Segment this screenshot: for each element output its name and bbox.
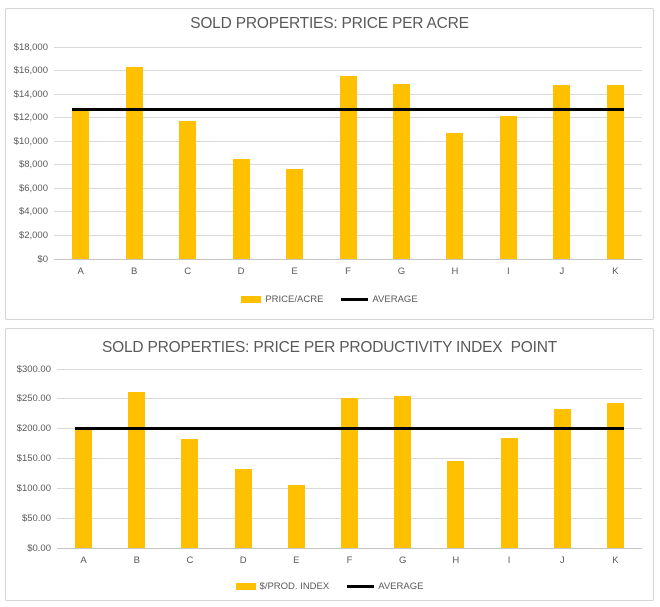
y-axis-tick-label: $18,000 xyxy=(13,41,48,53)
bar-F[interactable] xyxy=(341,397,358,548)
x-axis-label-E: E xyxy=(291,266,298,277)
y-axis-tick-label: $6,000 xyxy=(18,182,48,194)
legend-bar-swatch-icon xyxy=(241,295,262,303)
bar-C[interactable] xyxy=(181,439,199,548)
bar-K[interactable] xyxy=(606,403,624,548)
bar-E[interactable] xyxy=(287,484,305,548)
x-axis-label-E: E xyxy=(293,555,300,566)
x-axis-label-A: A xyxy=(80,555,87,566)
legend-label: $/PROD. INDEX xyxy=(259,580,330,592)
bar-G[interactable] xyxy=(394,396,412,548)
bar-I[interactable] xyxy=(500,437,518,548)
x-axis-label-J: J xyxy=(559,555,565,566)
bar-H[interactable] xyxy=(446,132,464,259)
x-axis-baseline xyxy=(54,258,642,260)
x-axis-label-I: I xyxy=(507,555,511,566)
y-axis-tick-label: $10,000 xyxy=(13,135,48,147)
y-axis-tick-label: $8,000 xyxy=(18,159,48,171)
legend-label: AVERAGE xyxy=(378,580,424,592)
y-axis-tick-label: $0.00 xyxy=(27,542,51,554)
y-axis-tick-label: $4,000 xyxy=(18,206,48,218)
bar-E[interactable] xyxy=(286,169,304,259)
bar-D[interactable] xyxy=(232,158,250,259)
y-axis-tick-label: $2,000 xyxy=(18,229,48,241)
bar-J[interactable] xyxy=(553,84,571,259)
legend-label: PRICE/ACRE xyxy=(265,293,324,305)
x-axis-label-K: K xyxy=(612,555,619,566)
y-axis-tick-label: $150.00 xyxy=(16,453,51,464)
bar-G[interactable] xyxy=(392,83,410,259)
x-axis-label-C: C xyxy=(186,555,194,566)
legend-item-bar-series[interactable]: $/PROD. INDEX xyxy=(235,580,330,592)
legend-line-swatch-icon xyxy=(347,584,375,588)
bar-A[interactable] xyxy=(72,110,90,259)
y-axis-tick-label: $12,000 xyxy=(13,112,48,124)
y-axis-tick-label: $200.00 xyxy=(16,423,51,435)
x-axis-label-F: F xyxy=(346,555,353,566)
x-axis-label-F: F xyxy=(345,266,351,277)
bar-A[interactable] xyxy=(75,426,93,548)
gridline xyxy=(54,46,642,48)
gridline xyxy=(57,368,642,370)
x-axis-label-B: B xyxy=(133,555,140,566)
legend-line-swatch-icon xyxy=(341,297,369,301)
gridline xyxy=(54,70,642,72)
legend-label: AVERAGE xyxy=(372,293,418,305)
legend-bar-swatch-icon xyxy=(235,582,256,590)
bar-I[interactable] xyxy=(499,116,517,259)
bar-K[interactable] xyxy=(606,84,624,259)
x-axis-label-K: K xyxy=(612,266,619,277)
y-axis-tick-label: $300.00 xyxy=(16,363,51,375)
x-axis-label-G: G xyxy=(398,555,407,566)
x-axis-label-H: H xyxy=(452,555,460,566)
y-axis-tick-label: $14,000 xyxy=(13,88,48,100)
chart-price-per-productivity-index[interactable]: SOLD PROPERTIES: PRICE PER PRODUCTIVITY … xyxy=(5,328,654,601)
y-axis-tick-label: $16,000 xyxy=(13,65,48,77)
x-axis-label-D: D xyxy=(239,555,247,566)
x-axis-label-J: J xyxy=(559,266,565,277)
chart-price-per-acre[interactable]: SOLD PROPERTIES: PRICE PER ACRE $0 $2,000… xyxy=(5,8,654,320)
bar-C[interactable] xyxy=(179,121,197,259)
y-axis-tick-label: $100.00 xyxy=(16,482,51,494)
x-axis-baseline xyxy=(57,547,642,549)
x-axis-label-D: D xyxy=(237,266,245,277)
x-axis-label-G: G xyxy=(397,266,406,277)
legend-item-average[interactable]: AVERAGE xyxy=(341,293,418,305)
x-axis-label-B: B xyxy=(131,266,138,277)
x-axis-label-A: A xyxy=(77,266,84,277)
bar-J[interactable] xyxy=(553,408,571,548)
legend-item-average[interactable]: AVERAGE xyxy=(347,581,423,592)
x-axis-label-I: I xyxy=(507,266,510,277)
y-axis-tick-label: $50.00 xyxy=(21,512,51,524)
x-axis-label-H: H xyxy=(451,266,459,277)
bar-F[interactable] xyxy=(339,76,357,259)
bar-B[interactable] xyxy=(128,392,146,548)
legend-item-bar-series[interactable]: PRICE/ACRE xyxy=(241,294,323,305)
average-line[interactable] xyxy=(72,107,624,111)
average-line[interactable] xyxy=(75,427,624,431)
chart-title: SOLD PROPERTIES: PRICE PER ACRE xyxy=(190,15,469,32)
bar-H[interactable] xyxy=(447,460,465,548)
x-axis-label-C: C xyxy=(184,266,192,277)
legend: $/PROD. INDEX AVERAGE xyxy=(6,579,653,593)
bar-D[interactable] xyxy=(234,469,252,548)
bar-B[interactable] xyxy=(125,67,143,259)
y-axis-tick-label: $250.00 xyxy=(16,393,51,405)
chart-title: SOLD PROPERTIES: PRICE PER PRODUCTIVITY … xyxy=(102,339,557,356)
y-axis-tick-label: $0 xyxy=(37,253,48,265)
legend: PRICE/ACRE AVERAGE xyxy=(6,292,653,306)
